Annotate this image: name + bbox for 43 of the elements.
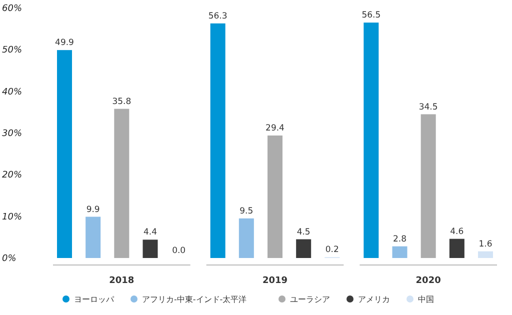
y-tick-label: 60% <box>2 4 22 14</box>
data-label: 2.8 <box>392 234 407 244</box>
bar <box>478 251 493 258</box>
data-label: 29.4 <box>266 124 284 134</box>
y-tick-label: 30% <box>2 129 22 139</box>
data-label: 34.5 <box>418 102 438 112</box>
bar <box>210 23 226 258</box>
data-label: 9.9 <box>86 204 100 215</box>
data-label: 4.5 <box>296 227 310 238</box>
data-label: 0.0 <box>172 246 186 256</box>
bar <box>296 239 312 258</box>
x-tick-label: 2019 <box>262 276 288 286</box>
y-tick-label: 40% <box>2 87 22 98</box>
bar <box>364 22 379 258</box>
bar <box>86 216 101 258</box>
y-tick-label: 10% <box>2 212 22 222</box>
data-label: 0.2 <box>325 245 339 256</box>
bar <box>392 246 408 258</box>
legend-label: アメリカ <box>358 295 390 304</box>
legend-label: ユーラシア <box>290 295 330 304</box>
bar <box>114 108 130 258</box>
data-label: 9.5 <box>240 206 254 216</box>
y-tick-label: 0% <box>2 254 16 264</box>
data-label: 56.5 <box>362 10 381 21</box>
data-label: 4.6 <box>450 226 464 237</box>
legend-label: 中国 <box>418 295 434 304</box>
x-tick-label: 2018 <box>109 276 134 286</box>
data-label: 4.4 <box>143 228 158 238</box>
legend-label: ヨーロッパ <box>74 295 115 304</box>
data-label: 49.9 <box>55 38 74 48</box>
data-label: 35.8 <box>112 96 132 107</box>
x-tick-label: 2020 <box>416 276 441 286</box>
bar <box>57 50 72 258</box>
legend-label: アフリカ-中東-インド-太平洋 <box>142 295 247 304</box>
bar <box>238 218 254 258</box>
data-label: 56.3 <box>208 11 228 22</box>
y-tick-label: 20% <box>2 170 22 181</box>
y-tick-label: 50% <box>2 46 22 56</box>
data-label: 1.6 <box>478 239 492 250</box>
bar <box>268 136 282 258</box>
bar <box>420 114 436 258</box>
bar <box>449 238 464 258</box>
bar <box>142 240 158 258</box>
